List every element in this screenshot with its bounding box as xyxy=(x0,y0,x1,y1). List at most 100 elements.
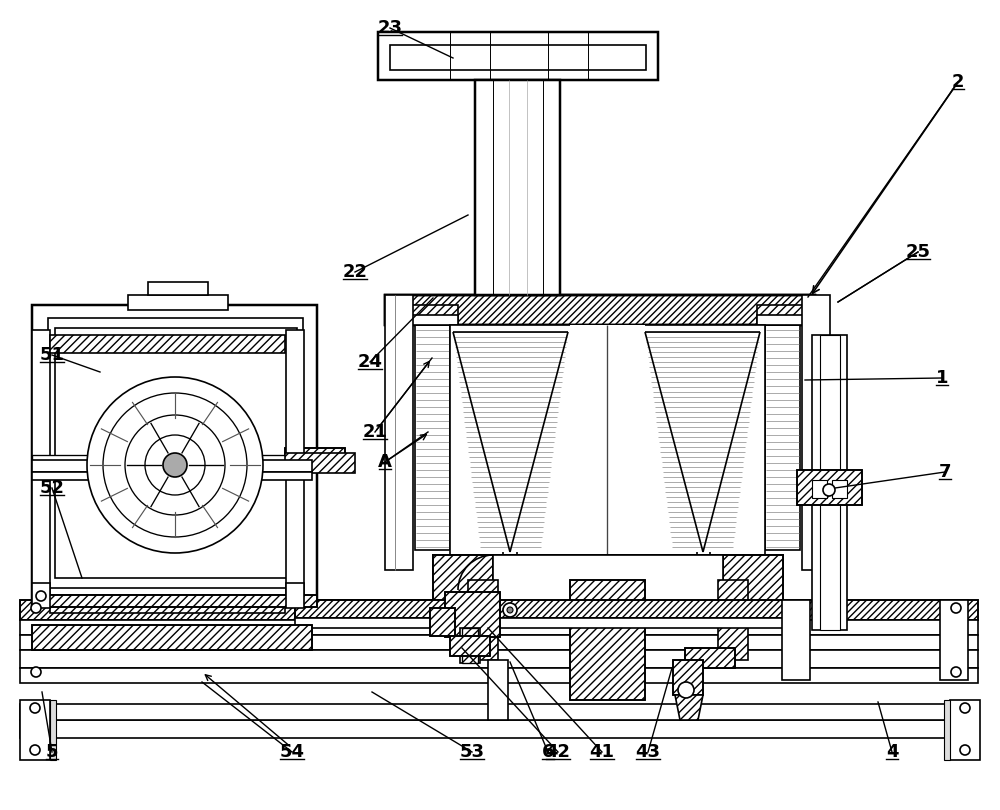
Text: 52: 52 xyxy=(40,479,64,497)
Circle shape xyxy=(30,703,40,713)
Bar xyxy=(488,660,508,720)
Bar xyxy=(295,600,785,618)
Bar xyxy=(20,704,978,720)
Bar xyxy=(32,625,312,650)
Bar xyxy=(20,720,978,738)
Bar xyxy=(285,448,345,470)
Bar xyxy=(944,700,950,760)
Bar xyxy=(570,325,645,555)
Bar xyxy=(50,595,285,613)
Bar xyxy=(128,295,228,310)
Bar xyxy=(450,325,765,555)
Bar xyxy=(940,600,968,680)
Bar xyxy=(812,335,847,630)
Text: 1: 1 xyxy=(936,369,948,387)
Circle shape xyxy=(951,667,961,677)
Circle shape xyxy=(823,484,835,496)
Text: 41: 41 xyxy=(590,743,614,761)
Bar xyxy=(433,555,783,580)
Bar xyxy=(20,600,978,620)
Bar xyxy=(50,700,56,760)
Bar xyxy=(32,625,312,650)
Bar xyxy=(462,628,478,663)
Bar xyxy=(32,595,317,607)
Bar xyxy=(812,480,827,498)
Bar xyxy=(32,460,312,472)
Bar xyxy=(673,660,703,695)
Bar xyxy=(385,295,815,325)
Bar xyxy=(433,555,783,580)
Text: 6: 6 xyxy=(542,743,554,761)
Bar xyxy=(32,472,312,480)
Bar xyxy=(685,648,735,668)
Bar xyxy=(20,668,978,683)
Circle shape xyxy=(36,591,46,601)
Circle shape xyxy=(507,607,513,613)
Text: 53: 53 xyxy=(460,743,484,761)
Circle shape xyxy=(163,453,187,477)
Text: 25: 25 xyxy=(906,243,930,261)
Bar xyxy=(433,555,493,615)
Text: 51: 51 xyxy=(40,346,64,364)
Circle shape xyxy=(30,745,40,755)
Bar xyxy=(433,555,493,615)
Text: 54: 54 xyxy=(280,743,304,761)
Polygon shape xyxy=(675,695,703,720)
Bar xyxy=(286,457,341,471)
Bar xyxy=(286,330,304,595)
Bar xyxy=(408,305,458,325)
Circle shape xyxy=(145,435,205,495)
Text: 21: 21 xyxy=(362,423,388,441)
Bar xyxy=(723,555,783,615)
Text: 5: 5 xyxy=(46,743,58,761)
Bar xyxy=(415,325,450,550)
Bar xyxy=(286,583,304,608)
Bar xyxy=(685,648,735,668)
Bar xyxy=(148,282,208,295)
Bar xyxy=(50,335,285,353)
Circle shape xyxy=(31,667,41,677)
Bar xyxy=(820,335,840,630)
Bar xyxy=(430,608,455,636)
Bar xyxy=(408,315,458,325)
Bar xyxy=(378,32,658,80)
Bar xyxy=(570,580,645,700)
Bar xyxy=(475,80,560,295)
Bar xyxy=(757,305,807,325)
Circle shape xyxy=(31,603,41,613)
Bar xyxy=(450,636,490,656)
Circle shape xyxy=(87,377,263,553)
Bar xyxy=(32,595,317,607)
Bar xyxy=(468,580,498,660)
Bar xyxy=(20,650,978,668)
Bar xyxy=(460,628,480,663)
Bar xyxy=(20,620,978,635)
Bar xyxy=(385,295,413,570)
Bar xyxy=(673,660,703,695)
Bar xyxy=(55,328,297,578)
Bar xyxy=(797,470,862,505)
Bar xyxy=(295,618,785,628)
Bar xyxy=(295,600,785,618)
Circle shape xyxy=(951,603,961,613)
Text: 43: 43 xyxy=(636,743,660,761)
Bar xyxy=(723,555,783,615)
Circle shape xyxy=(503,603,517,617)
Bar xyxy=(20,600,978,620)
Bar xyxy=(32,330,50,595)
Bar xyxy=(450,636,490,656)
Bar xyxy=(757,315,807,325)
Bar xyxy=(385,295,815,325)
Bar xyxy=(285,448,345,470)
Bar xyxy=(20,700,50,760)
Bar xyxy=(20,635,978,650)
Bar xyxy=(390,45,646,70)
Text: 2: 2 xyxy=(952,73,964,91)
Text: 23: 23 xyxy=(378,19,402,37)
Bar xyxy=(32,470,287,478)
Bar xyxy=(570,580,645,700)
Bar xyxy=(765,325,800,550)
Bar xyxy=(32,583,50,608)
Circle shape xyxy=(960,745,970,755)
Bar xyxy=(430,608,455,636)
